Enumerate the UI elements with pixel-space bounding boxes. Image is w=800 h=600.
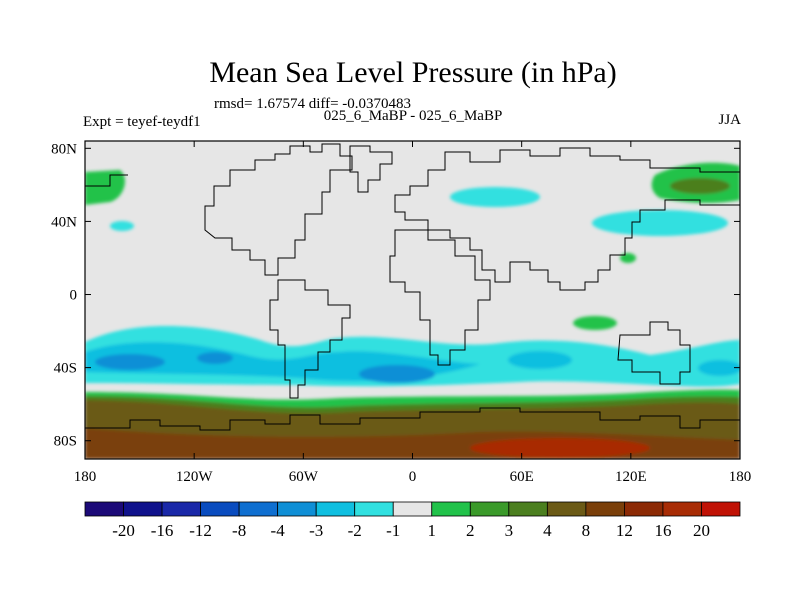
colorbar-swatch [701, 501, 741, 517]
colorbar-label: -4 [271, 521, 286, 540]
pressure-field [85, 141, 740, 459]
experiment-label: Expt = teyef-teydf1 [83, 114, 201, 130]
coast-americas [204, 143, 353, 276]
coast-south-america [269, 279, 351, 399]
low-center-atlantic [359, 365, 435, 383]
colorbar-swatch [238, 501, 279, 517]
colorbar-label: 4 [543, 521, 552, 540]
indian-ocean-high [573, 316, 617, 330]
colorbar-swatch [624, 501, 664, 517]
lon-tick-label: 120W [176, 469, 214, 485]
low-indian-minus2 [508, 351, 572, 369]
colorbar-swatch [469, 501, 510, 517]
lon-tick-label: 180 [729, 469, 752, 485]
lat-tick-label: 0 [70, 288, 78, 304]
colorbar-swatch [200, 501, 240, 517]
season-label: JJA [718, 112, 741, 128]
low-pacific-east-minus2 [698, 360, 740, 376]
colorbar-label: -1 [386, 521, 400, 540]
colorbar-label: 3 [505, 521, 514, 540]
coast-eurasia [394, 147, 740, 291]
colorbar-label: 20 [693, 521, 710, 540]
arctic-high-west [85, 170, 125, 205]
low-center-pacific [95, 354, 165, 370]
coast-nw-outline [85, 174, 128, 187]
coastlines [85, 143, 740, 431]
colorbar-label: 8 [582, 521, 591, 540]
colorbar-label: -3 [309, 521, 323, 540]
colorbar-swatch [123, 501, 163, 517]
colorbar-label: -8 [232, 521, 246, 540]
lon-tick-label: 120E [615, 469, 647, 485]
colorbar-label: -2 [348, 521, 362, 540]
low-center-pacific-2 [197, 352, 233, 364]
map-title: Mean Sea Level Pressure (in hPa) [209, 56, 616, 89]
colorbar-swatch [546, 501, 587, 517]
latitude-axis: 80N 40N 0 40S 80S [51, 141, 740, 450]
coast-australia [617, 321, 691, 385]
lat-tick-label: 40S [54, 361, 77, 377]
colorbar-label: 16 [654, 521, 671, 540]
colorbar-swatch [315, 501, 356, 517]
coast-greenland [349, 145, 393, 193]
colorbar-swatch [84, 501, 124, 517]
coast-africa [389, 229, 491, 366]
lat-tick-label: 80S [54, 434, 77, 450]
colorbar-swatch [585, 501, 625, 517]
colorbar-label: -16 [151, 521, 174, 540]
colorbar-label: -20 [112, 521, 135, 540]
colorbar-swatch [354, 501, 394, 517]
comparison-label: 025_6_MaBP - 025_6_MaBP [324, 108, 503, 124]
lon-tick-label: 60E [510, 469, 534, 485]
colorbar-swatch [161, 501, 201, 517]
colorbar-label: -12 [189, 521, 212, 540]
colorbar-label: 12 [616, 521, 633, 540]
colorbar: -20 -16 -12 -8 -4 -3 -2 -1 1 2 3 4 8 12 16 20 [84, 501, 741, 540]
colorbar-swatch [662, 501, 702, 517]
lon-tick-label: 180 [74, 469, 97, 485]
colorbar-label: 2 [466, 521, 475, 540]
nh-low-asia [450, 187, 540, 207]
colorbar-label: 1 [428, 521, 437, 540]
rmsd-label: rmsd= 1.67574 diff= -0.0370483 [214, 96, 411, 112]
coast-antarctica [85, 407, 740, 431]
lat-tick-label: 40N [51, 214, 77, 230]
arctic-high-east-core [670, 178, 730, 194]
lon-tick-label: 0 [409, 469, 417, 485]
longitude-axis: 180 120W 60W 0 60E 120E 180 [74, 141, 752, 485]
nh-low-pacific [592, 210, 728, 236]
high-center-antarctic [470, 438, 650, 458]
nh-low-small [110, 221, 134, 231]
colorbar-swatch [277, 501, 317, 517]
colorbar-swatch [392, 501, 433, 517]
lat-tick-label: 80N [51, 141, 77, 157]
lon-tick-label: 60W [289, 469, 319, 485]
colorbar-swatch [431, 501, 471, 517]
colorbar-swatch [508, 501, 548, 517]
